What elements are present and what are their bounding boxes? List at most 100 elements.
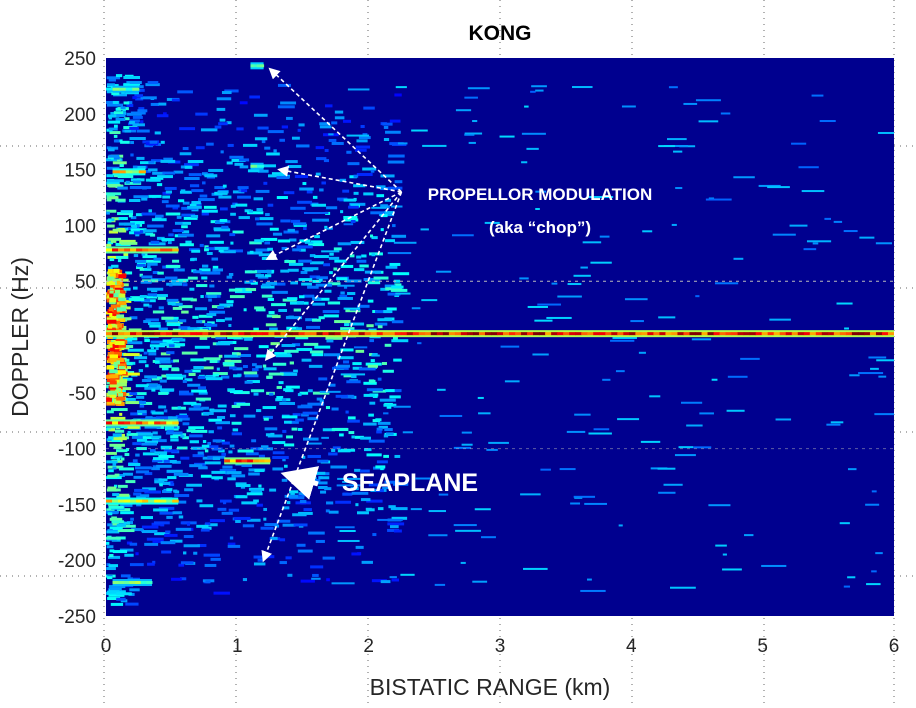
noise-cell	[678, 446, 694, 449]
noise-cell	[145, 318, 159, 322]
noise-cell	[376, 430, 382, 434]
band-segment	[148, 499, 155, 503]
noise-cell	[139, 85, 144, 89]
noise-cell	[343, 218, 359, 222]
band-segment	[142, 248, 149, 252]
noise-cell	[126, 103, 134, 107]
noise-cell	[209, 310, 226, 314]
noise-cell	[385, 389, 395, 393]
noise-cell	[110, 304, 121, 309]
noise-cell	[267, 203, 274, 207]
noise-cell	[130, 153, 134, 157]
noise-cell	[673, 150, 683, 153]
noise-cell	[819, 120, 836, 123]
noise-cell	[161, 316, 174, 320]
noise-cell	[293, 308, 301, 312]
noise-cell	[157, 296, 166, 300]
noise-cell	[108, 585, 126, 589]
noise-cell	[137, 109, 148, 113]
noise-cell	[198, 391, 208, 395]
band-segment	[767, 332, 775, 336]
noise-cell	[220, 250, 236, 254]
noise-cell	[312, 573, 319, 577]
noise-cell	[249, 279, 255, 283]
noise-cell	[355, 145, 371, 149]
noise-cell	[394, 454, 401, 458]
noise-cell	[141, 442, 158, 446]
noise-cell	[299, 187, 314, 191]
noise-cell	[147, 562, 155, 566]
propeller-annotation-line1: PROPELLOR MODULATION	[428, 185, 652, 204]
band-segment	[160, 248, 167, 252]
noise-cell	[260, 526, 274, 530]
noise-cell	[296, 144, 310, 148]
noise-cell	[204, 174, 218, 178]
noise-cell	[183, 535, 194, 539]
noise-cell	[235, 287, 251, 291]
noise-cell	[249, 250, 254, 254]
noise-cell	[385, 287, 402, 291]
noise-cell	[346, 134, 370, 137]
noise-cell	[164, 186, 177, 190]
noise-cell	[112, 433, 123, 437]
noise-cell	[152, 431, 158, 435]
noise-cell	[110, 239, 117, 243]
noise-cell	[391, 320, 404, 324]
noise-cell	[389, 576, 397, 579]
noise-cell	[178, 392, 194, 396]
band-segment	[857, 332, 865, 336]
noise-cell	[164, 276, 178, 280]
noise-cell	[385, 130, 401, 134]
band-segment	[172, 248, 179, 252]
noise-cell	[129, 316, 138, 320]
noise-cell	[129, 392, 138, 396]
noise-cell	[107, 103, 124, 107]
noise-cell	[415, 477, 431, 480]
noise-cell	[325, 336, 343, 340]
noise-cell	[389, 119, 401, 123]
chart-title: KONG	[469, 22, 532, 45]
noise-cell	[391, 339, 409, 343]
band-segment	[260, 64, 265, 68]
noise-cell	[143, 320, 151, 324]
noise-cell	[118, 293, 126, 298]
noise-cell	[695, 99, 721, 102]
noise-cell	[367, 299, 374, 303]
noise-cell	[567, 283, 582, 286]
noise-cell	[263, 367, 277, 371]
noise-cell	[663, 483, 683, 486]
noise-cell	[166, 376, 184, 380]
noise-cell	[267, 434, 283, 438]
noise-cell	[345, 410, 349, 414]
noise-cell	[141, 530, 158, 534]
noise-cell	[206, 234, 221, 238]
noise-cell	[123, 75, 141, 79]
y-tick-label: 100	[64, 216, 96, 237]
noise-cell	[292, 413, 301, 417]
noise-cell	[151, 377, 160, 381]
noise-cell	[177, 278, 189, 282]
band-segment	[132, 170, 140, 174]
noise-cell	[236, 352, 241, 356]
noise-cell	[115, 400, 122, 405]
noise-cell	[150, 102, 160, 106]
noise-cell	[280, 269, 290, 273]
noise-cell	[108, 488, 121, 492]
noise-cell	[113, 111, 124, 115]
noise-cell	[570, 502, 581, 505]
noise-cell	[253, 555, 268, 559]
noise-cell	[247, 518, 261, 522]
noise-cell	[161, 550, 172, 554]
noise-cell	[387, 522, 405, 526]
noise-cell	[132, 459, 138, 463]
noise-cell	[261, 140, 266, 144]
noise-cell	[316, 276, 328, 280]
noise-cell	[114, 484, 118, 488]
noise-cell	[196, 284, 208, 288]
band-segment	[478, 332, 486, 336]
noise-cell	[288, 262, 304, 266]
noise-cell	[218, 249, 224, 253]
noise-cell	[276, 176, 290, 180]
noise-cell	[301, 413, 309, 417]
y-tick-label: 250	[64, 49, 96, 70]
